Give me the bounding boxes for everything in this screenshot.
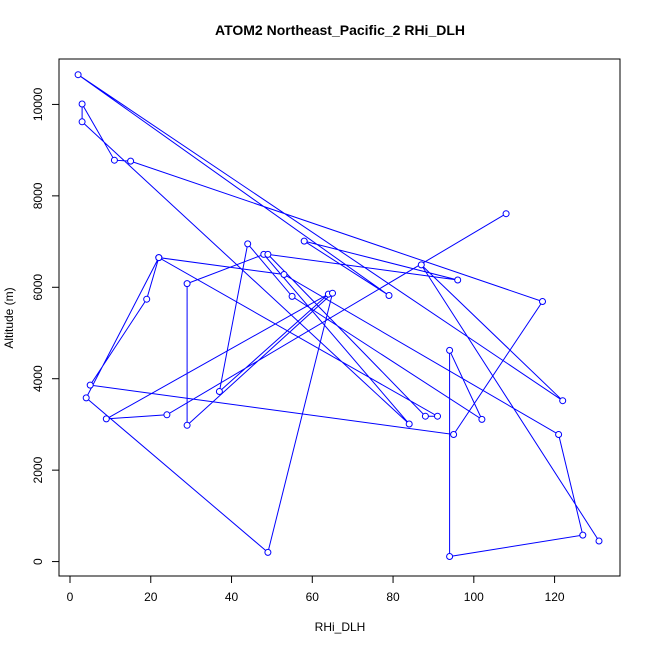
data-point-15 [264,548,272,556]
data-point-21 [78,118,86,126]
data-point-32 [264,250,272,258]
x-tick-label-40: 40 [225,590,239,604]
x-axis-label: RHi_DLH [315,620,366,634]
data-point-4 [215,388,223,395]
data-point-12 [280,271,288,278]
y-tick-label-2000: 2000 [31,456,45,483]
data-point-38 [417,261,425,269]
data-point-29 [155,254,163,262]
data-point-11 [555,431,563,438]
data-point-8 [446,346,454,354]
data-point-34 [300,237,308,245]
y-tick-label-0: 0 [31,558,45,565]
data-point-33 [454,276,462,284]
y-tick-label-4000: 4000 [31,365,45,392]
y-axis-label: Altitude (m) [2,287,16,348]
data-point-7 [478,415,486,423]
data-point-37 [559,397,567,405]
data-point-23 [110,156,118,164]
data-point-10 [579,531,587,539]
data-point-17 [183,421,191,429]
data-point-2 [102,415,110,423]
data-point-27 [86,381,94,389]
data-point-25 [539,298,546,305]
x-axis-ticks: 0 20 40 60 80 100 120 [67,576,565,604]
series-line [77,74,600,558]
data-point-5 [244,240,252,248]
data-point-30 [434,412,441,420]
y-axis-ticks: 0 2000 4000 6000 8000 10000 [31,87,59,565]
y-tick-label-8000: 8000 [31,182,45,209]
data-point-35 [385,292,393,299]
x-tick-label-100: 100 [464,590,484,604]
data-point-14 [82,394,90,402]
y-tick-label-6000: 6000 [31,274,45,301]
data-point-22 [78,100,86,108]
x-tick-label-0: 0 [67,590,74,604]
data-point-1 [163,411,171,419]
data-point-31 [421,412,429,420]
data-point-24 [127,157,135,165]
x-tick-label-20: 20 [144,590,158,604]
y-tick-label-10000: 10000 [31,87,45,121]
plot-frame [58,58,621,577]
x-tick-label-80: 80 [386,590,400,604]
data-series [74,71,603,560]
data-point-0 [502,210,510,218]
data-point-39 [595,537,603,545]
data-point-28 [143,295,151,303]
x-tick-label-120: 120 [545,590,565,604]
chart-title: ATOM2 Northeast_Pacific_2 RHi_DLH [215,22,465,38]
data-point-20 [405,420,413,428]
x-tick-label-60: 60 [306,590,320,604]
data-point-36 [74,71,82,79]
data-point-9 [446,553,454,560]
data-point-16 [329,289,336,297]
data-point-6 [288,292,296,300]
data-point-26 [450,431,458,438]
data-point-18 [183,280,191,288]
